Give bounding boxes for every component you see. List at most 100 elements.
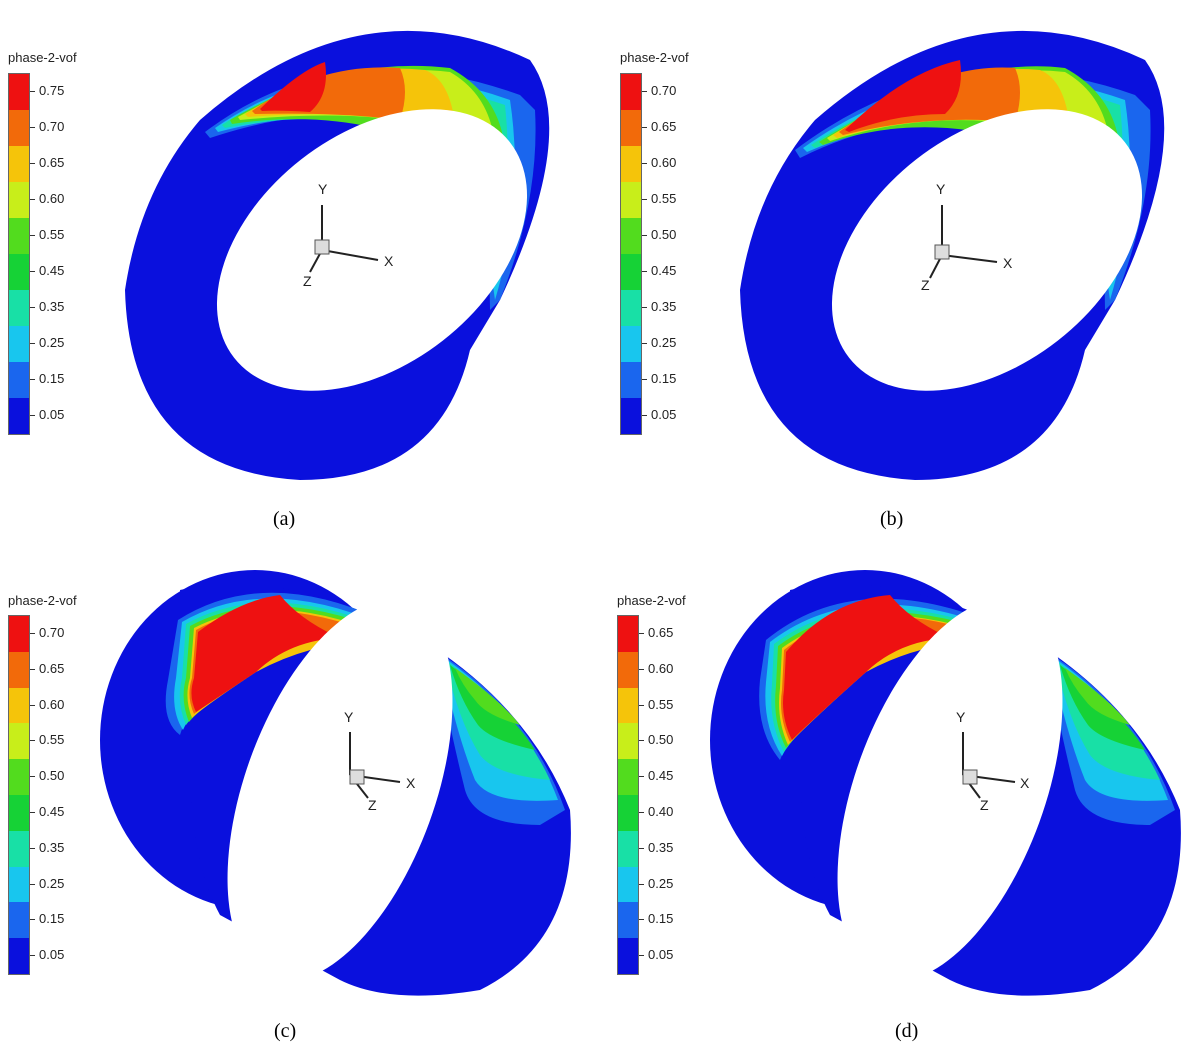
colorbar-tick-label: 0.25 bbox=[39, 875, 65, 891]
colorbar-tick-mark bbox=[642, 307, 647, 308]
colorbar-tick-mark bbox=[642, 343, 647, 344]
colorbar-tick-mark bbox=[30, 127, 35, 128]
colorbar-tick-label: 0.25 bbox=[648, 875, 674, 891]
colorbar-segment bbox=[9, 398, 29, 434]
colorbar-tick-mark bbox=[30, 163, 35, 164]
colorbar-tick-mark bbox=[642, 127, 647, 128]
axis-x-label: X bbox=[384, 253, 394, 269]
colorbar-segment bbox=[618, 794, 638, 831]
colorbar-tick-mark bbox=[642, 163, 647, 164]
axis-y-label: Y bbox=[318, 181, 328, 197]
colorbar-segment bbox=[9, 110, 29, 146]
colorbar-tick-mark bbox=[30, 415, 35, 416]
contour-bands bbox=[759, 595, 1175, 825]
colorbar-tick-label: 0.05 bbox=[648, 947, 674, 963]
colorbar-tick-label: 0.15 bbox=[39, 911, 65, 927]
colorbar-tick-mark bbox=[30, 343, 35, 344]
colorbar-segment bbox=[9, 218, 29, 254]
axis-triad: Y X Z bbox=[956, 709, 1030, 813]
colorbar-segment bbox=[9, 326, 29, 362]
cylinder-contour-a: Y X Z bbox=[125, 30, 550, 481]
colorbar-tick-label: 0.60 bbox=[651, 155, 677, 170]
colorbar-tick-mark bbox=[30, 740, 35, 742]
colorbar-tick-label: 0.05 bbox=[651, 407, 677, 422]
cylinder-contour-d: Y X Z bbox=[710, 570, 1181, 996]
colorbar-segment bbox=[9, 651, 29, 688]
colorbar-tick-label: 0.50 bbox=[648, 732, 674, 748]
colorbar-tick-mark bbox=[30, 235, 35, 236]
colorbar-tick-label: 0.50 bbox=[651, 227, 677, 242]
colorbar-tick-label: 0.55 bbox=[648, 696, 674, 712]
colorbar-tick-mark bbox=[639, 919, 644, 921]
colorbar-tick-mark bbox=[30, 91, 35, 92]
colorbar-tick-mark bbox=[639, 776, 644, 778]
colorbar-tick-mark bbox=[642, 235, 647, 236]
colorbar-tick-mark bbox=[642, 379, 647, 380]
axis-z-label: Z bbox=[980, 797, 989, 813]
colorbar-tick-label: 0.15 bbox=[39, 371, 65, 386]
colorbar-title: phase-2-vof bbox=[8, 593, 77, 608]
axis-triad: Y X Z bbox=[344, 709, 416, 813]
colorbar-tick-mark bbox=[642, 91, 647, 92]
colorbar-tick-mark bbox=[30, 379, 35, 380]
colorbar-segment bbox=[618, 830, 638, 867]
colorbar-segment bbox=[618, 902, 638, 939]
colorbar-segment bbox=[621, 74, 641, 110]
colorbar-segment bbox=[621, 218, 641, 254]
axis-z-label: Z bbox=[921, 277, 930, 293]
colorbar-tick-label: 0.15 bbox=[648, 911, 674, 927]
colorbar-tick-mark bbox=[642, 415, 647, 416]
colorbar-tick-mark bbox=[30, 307, 35, 308]
colorbar-tick-mark bbox=[639, 740, 644, 742]
colorbar-tick-label: 0.75 bbox=[39, 83, 65, 98]
colorbar-tick-label: 0.05 bbox=[39, 947, 65, 963]
colorbar-segment bbox=[9, 616, 29, 652]
colorbar-segment bbox=[9, 830, 29, 867]
colorbar-tick-mark bbox=[642, 271, 647, 272]
colorbar-tick-mark bbox=[30, 199, 35, 200]
colorbar-tick-mark bbox=[30, 883, 35, 885]
colorbar-title: phase-2-vof bbox=[620, 50, 689, 65]
caption-b: (b) bbox=[880, 508, 904, 530]
axis-x-label: X bbox=[406, 775, 416, 791]
caption-a: (a) bbox=[273, 508, 296, 530]
colorbar-tick-label: 0.05 bbox=[39, 407, 65, 422]
colorbar-tick-label: 0.35 bbox=[39, 839, 65, 855]
colorbar-tick-mark bbox=[30, 271, 35, 272]
colorbar-tick-label: 0.35 bbox=[648, 839, 674, 855]
colorbar-tick-label: 0.45 bbox=[39, 263, 65, 278]
colorbar-tick-label: 0.60 bbox=[648, 660, 674, 676]
axis-x-label: X bbox=[1020, 775, 1030, 791]
colorbar-segment bbox=[9, 290, 29, 326]
colorbar-tick-label: 0.65 bbox=[648, 624, 674, 640]
colorbar-segment bbox=[618, 759, 638, 795]
colorbar-tick-label: 0.25 bbox=[651, 335, 677, 350]
colorbar-segment bbox=[9, 362, 29, 398]
colorbar-segment bbox=[621, 398, 641, 434]
axis-y-label: Y bbox=[956, 709, 966, 725]
colorbar-segment bbox=[621, 254, 641, 290]
colorbar-tick-mark bbox=[639, 668, 644, 670]
colorbar-tick-label: 0.45 bbox=[651, 263, 677, 278]
cylinder-opening bbox=[227, 599, 453, 981]
axis-y-label: Y bbox=[936, 181, 946, 197]
colorbar-tick-label: 0.15 bbox=[651, 371, 677, 386]
cylinder-opening bbox=[216, 109, 528, 391]
cylinder-contour-b: Y X Z bbox=[740, 30, 1165, 481]
colorbar-tick-mark bbox=[30, 955, 35, 957]
colorbar-tick-label: 0.45 bbox=[648, 768, 674, 784]
colorbar-tick-mark bbox=[639, 883, 644, 885]
colorbar-segment bbox=[621, 290, 641, 326]
colorbar-tick-label: 0.50 bbox=[39, 768, 65, 784]
colorbar-tick-label: 0.70 bbox=[39, 119, 65, 134]
cylinder-opening bbox=[831, 109, 1143, 391]
colorbar-segment bbox=[618, 866, 638, 903]
colorbar-tick-label: 0.55 bbox=[39, 227, 65, 242]
colorbar-tick-mark bbox=[639, 847, 644, 849]
colorbar-tick-mark bbox=[30, 776, 35, 778]
colorbar bbox=[8, 615, 30, 975]
colorbar-title: phase-2-vof bbox=[8, 50, 77, 65]
axis-y-label: Y bbox=[344, 709, 354, 725]
colorbar bbox=[8, 73, 30, 435]
colorbar-tick-mark bbox=[639, 632, 644, 634]
